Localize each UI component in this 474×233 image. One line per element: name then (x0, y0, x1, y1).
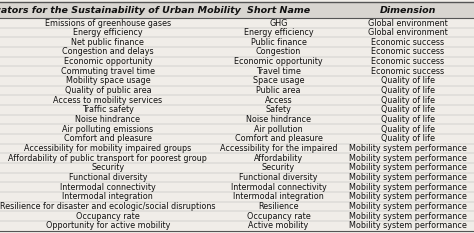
Text: GHG: GHG (269, 18, 288, 27)
Text: Intermodal integration: Intermodal integration (63, 192, 153, 201)
Text: Global environment: Global environment (368, 18, 447, 27)
Text: Opportunity for active mobility: Opportunity for active mobility (46, 221, 170, 230)
Text: Economic success: Economic success (371, 38, 444, 47)
Text: Quality of life: Quality of life (381, 134, 435, 143)
Text: Quality of public area: Quality of public area (64, 86, 151, 95)
Text: Commuting travel time: Commuting travel time (61, 67, 155, 76)
Text: Security: Security (262, 163, 295, 172)
Text: Global environment: Global environment (368, 28, 447, 37)
Text: Congestion and delays: Congestion and delays (62, 48, 154, 56)
Text: Intermodal connectivity: Intermodal connectivity (60, 183, 156, 192)
Text: Congestion: Congestion (256, 48, 301, 56)
Text: Access: Access (264, 96, 292, 105)
Text: Mobility system performance: Mobility system performance (349, 221, 466, 230)
Text: Economic opportunity: Economic opportunity (64, 57, 152, 66)
Text: Access to mobility services: Access to mobility services (53, 96, 163, 105)
Text: Economic success: Economic success (371, 57, 444, 66)
Text: Resilience for disaster and ecologic/social disruptions: Resilience for disaster and ecologic/soc… (0, 202, 216, 211)
Text: Dimension: Dimension (380, 6, 436, 15)
Text: Accessibility for mobility impaired groups: Accessibility for mobility impaired grou… (24, 144, 191, 153)
Text: Functional diversity: Functional diversity (69, 173, 147, 182)
Text: Security: Security (91, 163, 124, 172)
Text: Quality of life: Quality of life (381, 86, 435, 95)
Text: Economic success: Economic success (371, 48, 444, 56)
Text: Mobility system performance: Mobility system performance (349, 173, 466, 182)
Bar (0, 2, 474, 18)
Text: Noise hindrance: Noise hindrance (75, 115, 140, 124)
Text: Mobility system performance: Mobility system performance (349, 192, 466, 201)
Text: Net public finance: Net public finance (72, 38, 144, 47)
Text: Travel time: Travel time (256, 67, 301, 76)
Text: Noise hindrance: Noise hindrance (246, 115, 311, 124)
Text: Mobility system performance: Mobility system performance (349, 212, 466, 221)
Text: Air polluting emissions: Air polluting emissions (62, 125, 154, 134)
Text: Active mobility: Active mobility (248, 221, 309, 230)
Text: Accessibility for the impaired: Accessibility for the impaired (220, 144, 337, 153)
Text: Quality of life: Quality of life (381, 106, 435, 114)
Text: Intermodal integration: Intermodal integration (233, 192, 324, 201)
Text: Public finance: Public finance (251, 38, 306, 47)
Text: Affordability: Affordability (254, 154, 303, 163)
Text: Quality of life: Quality of life (381, 125, 435, 134)
Text: Occupancy rate: Occupancy rate (246, 212, 310, 221)
Text: Air pollution: Air pollution (254, 125, 303, 134)
Text: Energy efficiency: Energy efficiency (244, 28, 313, 37)
Text: Affordability of public transport for poorest group: Affordability of public transport for po… (9, 154, 207, 163)
Text: Comfort and pleasure: Comfort and pleasure (235, 134, 322, 143)
Text: Economic success: Economic success (371, 67, 444, 76)
Text: Traffic safety: Traffic safety (82, 106, 134, 114)
Text: Energy efficiency: Energy efficiency (73, 28, 143, 37)
Text: Mobility system performance: Mobility system performance (349, 144, 466, 153)
Text: Short Name: Short Name (247, 6, 310, 15)
Text: Quality of life: Quality of life (381, 76, 435, 86)
Text: Quality of life: Quality of life (381, 115, 435, 124)
Text: Comfort and pleasure: Comfort and pleasure (64, 134, 152, 143)
Text: Public area: Public area (256, 86, 301, 95)
Text: Mobility system performance: Mobility system performance (349, 202, 466, 211)
Text: Functional diversity: Functional diversity (239, 173, 318, 182)
Text: Emissions of greenhouse gases: Emissions of greenhouse gases (45, 18, 171, 27)
Text: Safety: Safety (265, 106, 292, 114)
Text: Mobility space usage: Mobility space usage (65, 76, 150, 86)
Text: Intermodal connectivity: Intermodal connectivity (230, 183, 327, 192)
Text: Space usage: Space usage (253, 76, 304, 86)
Text: Mobility system performance: Mobility system performance (349, 183, 466, 192)
Text: Indicators for the Sustainability of Urban Mobility: Indicators for the Sustainability of Urb… (0, 6, 241, 15)
Text: Quality of life: Quality of life (381, 96, 435, 105)
Text: Mobility system performance: Mobility system performance (349, 163, 466, 172)
Text: Economic opportunity: Economic opportunity (234, 57, 323, 66)
Text: Occupancy rate: Occupancy rate (76, 212, 140, 221)
Text: Mobility system performance: Mobility system performance (349, 154, 466, 163)
Text: Resilience: Resilience (258, 202, 299, 211)
